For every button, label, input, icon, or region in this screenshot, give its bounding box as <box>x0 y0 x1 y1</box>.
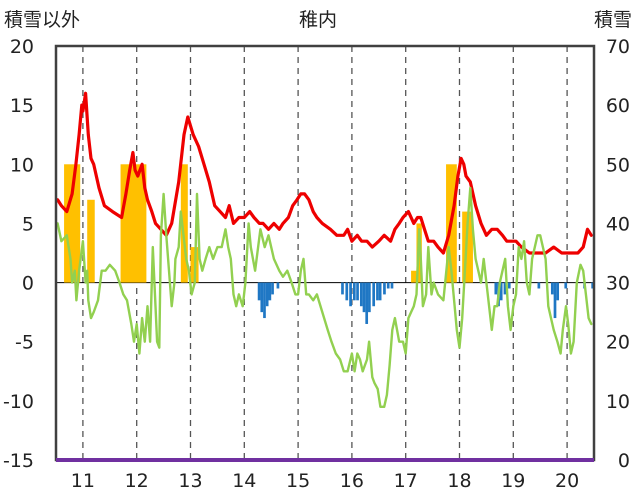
x-tick-14: 14 <box>232 470 256 492</box>
blue-bar-18 <box>378 282 382 301</box>
blue-bar-9 <box>349 282 352 307</box>
series-line-1 <box>56 186 593 408</box>
blue-bar-24 <box>499 282 503 301</box>
plot-frame <box>54 44 596 462</box>
x-tick-13: 13 <box>178 470 202 492</box>
blue-bar-10 <box>352 282 356 301</box>
right-tick-0: 0 <box>618 450 630 472</box>
x-tick-18: 18 <box>447 470 471 492</box>
left-tick-0: 0 <box>22 273 34 295</box>
tick-labels: -15 -10 -5 0 5 10 15 20 0 10 20 30 40 50 60 70 11 12 13 14 1… <box>3 36 630 492</box>
blue-bar-14 <box>365 282 369 324</box>
blue-bar-26 <box>507 282 511 289</box>
blue-bar-0 <box>257 282 261 301</box>
right-tick-70: 70 <box>606 36 630 58</box>
x-tick-19: 19 <box>501 470 525 492</box>
left-tick--5: -5 <box>15 332 34 354</box>
x-tick-20: 20 <box>555 470 579 492</box>
blue-bar-8 <box>345 282 349 301</box>
blue-bar-19 <box>383 282 386 295</box>
x-tick-11: 11 <box>71 470 95 492</box>
blue-bar-16 <box>372 282 376 307</box>
orange-bar-3 <box>180 164 188 283</box>
blue-bar-5 <box>271 282 274 295</box>
left-tick--15: -15 <box>3 450 34 472</box>
blue-bar-15 <box>368 282 371 313</box>
blue-bar-11 <box>356 282 359 301</box>
blue-bar-30 <box>556 282 560 301</box>
blue-bar-21 <box>390 282 394 289</box>
x-tick-12: 12 <box>125 470 149 492</box>
left-tick--10: -10 <box>3 391 34 413</box>
orange-bar-5 <box>411 270 417 283</box>
blue-bar-2 <box>263 282 266 319</box>
right-axis-title: 積雪 <box>594 9 632 31</box>
blue-bar-13 <box>362 282 366 313</box>
right-tick-30: 30 <box>606 273 630 295</box>
blue-bar-22 <box>494 282 498 295</box>
right-tick-40: 40 <box>606 213 630 235</box>
grid-lines <box>56 46 594 460</box>
x-tick-15: 15 <box>286 470 310 492</box>
right-tick-20: 20 <box>606 332 630 354</box>
blue-bar-28 <box>550 282 554 295</box>
x-tick-17: 17 <box>394 470 418 492</box>
left-tick-5: 5 <box>22 213 34 235</box>
orange-bar-2 <box>120 164 147 283</box>
blue-bar-1 <box>260 282 264 313</box>
blue-bar-27 <box>537 282 541 289</box>
blue-bar-31 <box>564 282 568 289</box>
series-lines <box>56 91 593 408</box>
orange-bar-0 <box>64 164 81 283</box>
right-tick-10: 10 <box>606 391 630 413</box>
blue-bar-25 <box>503 282 507 295</box>
series-line-0 <box>56 91 593 255</box>
x-tick-16: 16 <box>340 470 364 492</box>
blue-bar-20 <box>386 282 390 289</box>
blue-bar-3 <box>265 282 269 307</box>
chart-title: 稚内 <box>299 9 337 31</box>
blue-bar-29 <box>553 282 557 319</box>
right-tick-50: 50 <box>606 154 630 176</box>
left-tick-15: 15 <box>10 95 34 117</box>
left-tick-10: 10 <box>10 154 34 176</box>
left-tick-20: 20 <box>10 36 34 58</box>
blue-bar-4 <box>268 282 272 301</box>
blue-bar-7 <box>341 282 344 295</box>
right-tick-60: 60 <box>606 95 630 117</box>
blue-bar-12 <box>359 282 363 307</box>
left-axis-title: 積雪以外 <box>4 9 80 31</box>
blue-bar-33 <box>591 282 594 289</box>
orange-bar-8 <box>462 211 473 283</box>
blue-bar-17 <box>376 282 379 301</box>
orange-bar-1 <box>87 199 95 283</box>
blue-bar-6 <box>276 282 280 289</box>
